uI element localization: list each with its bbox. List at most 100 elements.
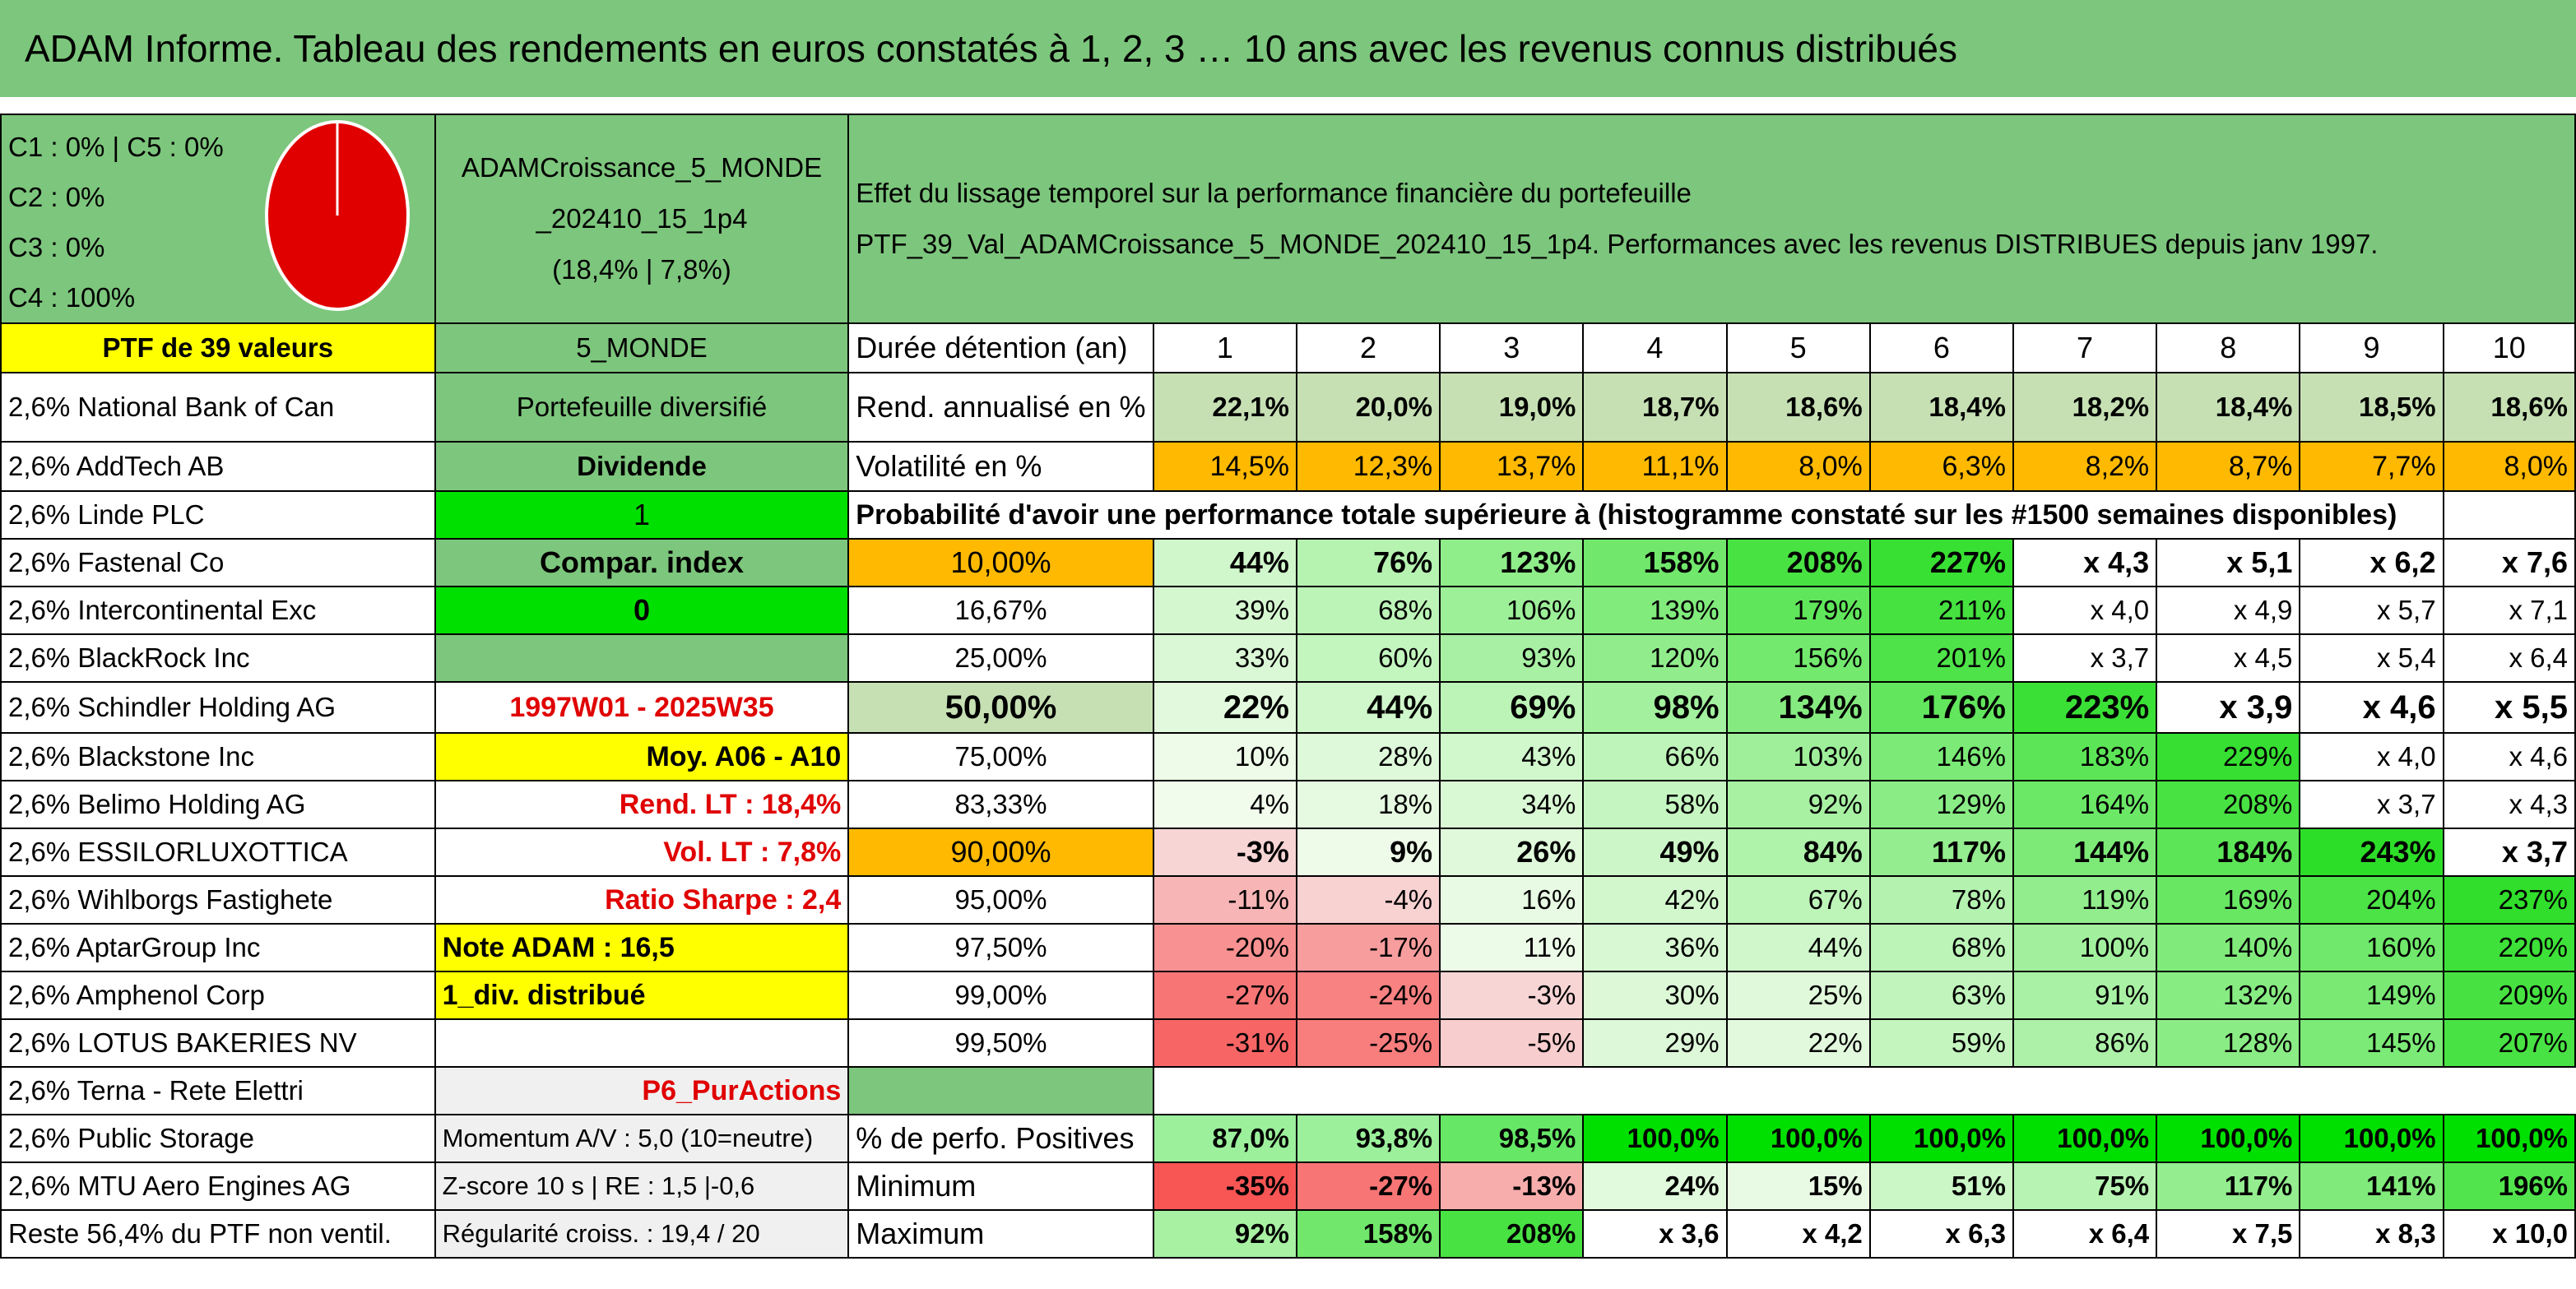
proba-value: 140% <box>2156 923 2301 972</box>
proba-value: 209% <box>2442 971 2576 1020</box>
proba-value: 106% <box>1439 586 1585 635</box>
pie-legend-item: C3 : 0% <box>8 232 105 262</box>
max-value: 158% <box>1295 1209 1441 1259</box>
compar-value: 0 <box>434 586 850 635</box>
table-row: PTF de 39 valeurs 5_MONDE Durée détention … <box>0 322 2576 373</box>
page-title: ADAM Informe. Tableau des rendements en … <box>0 0 2576 97</box>
proba-value: 86% <box>2012 1018 2158 1068</box>
max-value: x 6,4 <box>2012 1209 2158 1259</box>
holding-item: 2,6% Terna - Rete Elettri <box>0 1066 436 1115</box>
holding-item: Reste 56,4% du PTF non ventil. <box>0 1209 436 1259</box>
div-dist-label: 1_div. distribué <box>434 971 850 1020</box>
rend-value: 18,4% <box>2156 372 2301 443</box>
rend-value: 18,6% <box>1725 372 1871 443</box>
proba-value: 9% <box>1295 828 1441 877</box>
proba-value: 60% <box>1295 633 1441 683</box>
proba-value: -27% <box>1152 971 1297 1020</box>
table-row: 2,6% Terna - Rete Elettri P6_PurActions <box>0 1066 2575 1115</box>
proba-value: x 6,4 <box>2442 633 2576 683</box>
proba-value: 63% <box>1868 971 2014 1020</box>
effect-description-line: PTF_39_Val_ADAMCroissance_5_MONDE_202410… <box>856 229 2379 259</box>
proba-label: Probabilité d'avoir une performance tota… <box>847 490 2444 540</box>
proba-value: 4% <box>1152 780 1297 829</box>
year-header: 4 <box>1582 322 1728 373</box>
empty-info <box>434 1018 850 1068</box>
table-row: 2,6% Amphenol Corp 1_div. distribué 99,00%… <box>0 971 2576 1020</box>
proba-value: 149% <box>2299 971 2444 1020</box>
proba-value: 30% <box>1582 971 1728 1020</box>
proba-value: -3% <box>1439 971 1585 1020</box>
proba-value: 243% <box>2299 828 2444 877</box>
proba-value: -4% <box>1295 875 1441 925</box>
holding-item: 2,6% Fastenal Co <box>0 538 436 587</box>
p6-label: P6_PurActions <box>434 1066 850 1115</box>
holding-item: 2,6% Intercontinental Exc <box>0 586 436 635</box>
holding-item: 2,6% MTU Aero Engines AG <box>0 1161 436 1211</box>
proba-threshold: 50,00% <box>847 681 1154 734</box>
pos-value: 100,0% <box>1868 1114 2014 1163</box>
pie-legend-item: C4 : 100% <box>8 282 136 313</box>
rend-value: 18,2% <box>2012 372 2158 443</box>
proba-value: x 5,7 <box>2299 586 2444 635</box>
proba-value: 223% <box>2012 681 2158 734</box>
holding-item: 2,6% BlackRock Inc <box>0 633 436 683</box>
min-value: -13% <box>1439 1161 1585 1211</box>
proba-value: 119% <box>2012 875 2158 925</box>
min-value: 117% <box>2156 1161 2301 1211</box>
proba-threshold: 10,00% <box>847 538 1154 587</box>
pos-value: 98,5% <box>1439 1114 1585 1163</box>
max-value: x 3,6 <box>1582 1209 1728 1259</box>
vol-value: 12,3% <box>1295 441 1441 492</box>
min-value: 141% <box>2299 1161 2444 1211</box>
empty-cell <box>2443 1066 2575 1115</box>
proba-value: 156% <box>1725 633 1871 683</box>
sharpe-label: Ratio Sharpe : 2,4 <box>434 875 850 925</box>
holding-item: 2,6% LOTUS BAKERIES NV <box>0 1018 436 1068</box>
proba-threshold: 97,50% <box>847 923 1154 972</box>
proba-value: 208% <box>1725 538 1871 587</box>
min-value: -35% <box>1152 1161 1297 1211</box>
year-header: 5 <box>1725 322 1871 373</box>
proba-value: 103% <box>1725 732 1871 781</box>
proba-value: 42% <box>1582 875 1728 925</box>
pos-value: 100,0% <box>2012 1114 2158 1163</box>
proba-value: 92% <box>1725 780 1871 829</box>
table-row: 2,6% ESSILORLUXOTTICA Vol. LT : 7,8% 90,00… <box>0 828 2576 877</box>
proba-value: 237% <box>2442 875 2576 925</box>
proba-value: -17% <box>1295 923 1441 972</box>
proba-threshold: 25,00% <box>847 633 1154 683</box>
proba-value: 84% <box>1725 828 1871 877</box>
proba-value: x 3,7 <box>2012 633 2158 683</box>
compar-label: Compar. index <box>434 538 850 587</box>
proba-threshold: 83,33% <box>847 780 1154 829</box>
vol-value: 6,3% <box>1868 441 2014 492</box>
vol-value: 8,0% <box>2442 441 2576 492</box>
proba-value: 68% <box>1868 923 2014 972</box>
proba-value: 129% <box>1868 780 2014 829</box>
proba-value: 69% <box>1439 681 1585 734</box>
proba-value: 44% <box>1152 538 1297 587</box>
min-value: 75% <box>2012 1161 2158 1211</box>
vol-value: 8,7% <box>2156 441 2301 492</box>
empty-cell <box>1440 1066 1584 1115</box>
proba-value: 220% <box>2442 923 2576 972</box>
proba-value: x 3,7 <box>2299 780 2444 829</box>
proba-value: x 4,0 <box>2012 586 2158 635</box>
year-header: 6 <box>1868 322 2014 373</box>
proba-value: 139% <box>1582 586 1728 635</box>
proba-value: 208% <box>2156 780 2301 829</box>
proba-threshold: 75,00% <box>847 732 1154 781</box>
holding-item: 2,6% Blackstone Inc <box>0 732 436 781</box>
year-header: 1 <box>1152 322 1297 373</box>
proba-value: 120% <box>1582 633 1728 683</box>
proba-value: 93% <box>1439 633 1585 683</box>
momentum-label: Momentum A/V : 5,0 (10=neutre) <box>434 1114 850 1163</box>
rend-value: 19,0% <box>1439 372 1585 443</box>
proba-threshold: 99,00% <box>847 971 1154 1020</box>
pos-value: 100,0% <box>1582 1114 1728 1163</box>
min-value: 15% <box>1725 1161 1871 1211</box>
portfolio-title-line: ADAMCroissance_5_MONDE <box>461 152 823 183</box>
proba-value: 91% <box>2012 971 2158 1020</box>
proba-value: 146% <box>1868 732 2014 781</box>
proba-value: 67% <box>1725 875 1871 925</box>
